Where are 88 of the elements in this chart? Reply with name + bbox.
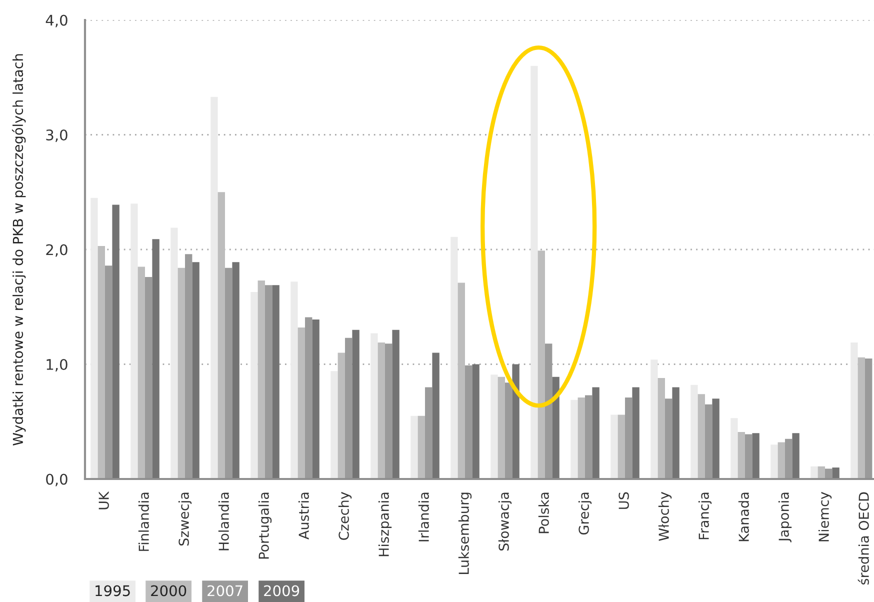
- bar: [770, 444, 778, 479]
- bar: [392, 330, 400, 479]
- x-tick-label: Polska: [538, 492, 549, 534]
- bar: [98, 246, 105, 479]
- x-tick-label: Hiszpania: [378, 492, 392, 556]
- bar: [672, 387, 680, 479]
- y-tick-label: 4,0: [46, 14, 68, 28]
- bar: [552, 376, 560, 479]
- bar: [330, 371, 338, 479]
- bar: [792, 433, 800, 479]
- x-tick-label: średnia OECD: [858, 492, 869, 585]
- x-tick-label: Luksemburg: [458, 492, 472, 574]
- x-tick-label: Szwecja: [178, 492, 192, 546]
- x-tick-label: Holandia: [218, 492, 229, 550]
- x-tick-label: Irlandia: [418, 492, 429, 542]
- bar: [730, 418, 738, 479]
- bar: [632, 387, 640, 479]
- bar: [858, 357, 865, 479]
- bar: [232, 262, 240, 479]
- bar: [290, 282, 298, 479]
- bar: [432, 352, 440, 479]
- y-tick-label: 0,0: [46, 474, 68, 486]
- bar: [152, 239, 160, 479]
- bar: [810, 466, 818, 479]
- x-tick-label: Finlandia: [138, 492, 149, 551]
- x-tick-label: Kanada: [738, 492, 749, 542]
- bar: [352, 330, 360, 479]
- x-tick-label: Portugalia: [258, 492, 272, 559]
- bar: [370, 333, 378, 479]
- bar: [592, 387, 600, 479]
- bar: [698, 394, 705, 479]
- bar: [778, 442, 785, 479]
- bar: [112, 204, 120, 479]
- bar: [752, 433, 760, 479]
- x-tick-label: Niemcy: [818, 492, 832, 542]
- bar: [832, 468, 840, 479]
- bar: [258, 280, 265, 479]
- bar: [210, 96, 218, 479]
- bar: [578, 398, 585, 479]
- bar: [90, 198, 98, 479]
- bar: [298, 328, 305, 479]
- x-tick-label: US: [618, 492, 629, 509]
- x-tick-label: Słowacja: [498, 492, 512, 551]
- bar: [472, 364, 480, 479]
- x-tick-label: Czechy: [338, 492, 352, 540]
- bar: [530, 66, 538, 479]
- bar: [712, 398, 720, 479]
- x-tick-label: UK: [98, 491, 109, 510]
- bar: [570, 400, 578, 479]
- x-tick-label: Francja: [698, 492, 712, 540]
- bar: [650, 360, 658, 479]
- y-tick-label: 1,0: [46, 358, 68, 372]
- y-tick-label: 2,0: [46, 244, 68, 257]
- bar: [450, 236, 458, 479]
- bar: [312, 319, 320, 479]
- bar: [618, 414, 625, 479]
- y-tick-label: 3,0: [46, 129, 68, 142]
- bar: [218, 192, 225, 479]
- x-tick-label: Japonia: [778, 492, 792, 542]
- text: 2007: [208, 585, 242, 596]
- bar: [458, 282, 465, 479]
- bar: [512, 364, 520, 479]
- bar: [410, 416, 418, 479]
- bar: [490, 374, 498, 479]
- bar: [178, 268, 185, 479]
- x-tick-label: Włochy: [658, 492, 672, 541]
- x-tick-label: Austria: [298, 492, 309, 540]
- bar: [610, 414, 618, 479]
- bar: [738, 432, 745, 479]
- bar: [170, 228, 178, 479]
- x-tick-label: Grecja: [578, 492, 592, 535]
- bar: [690, 384, 698, 479]
- bar: [418, 416, 425, 479]
- bar: [192, 262, 200, 479]
- bar: [378, 342, 385, 479]
- bar: [272, 285, 280, 479]
- bar: [130, 204, 138, 479]
- text: 2009: [264, 585, 300, 596]
- bar: [658, 378, 665, 479]
- bar: [338, 352, 345, 479]
- bar: [538, 250, 545, 479]
- bar: [250, 292, 258, 479]
- text: 2000: [151, 585, 186, 596]
- text: 1995: [96, 585, 130, 596]
- bar: [498, 376, 505, 479]
- y-axis-title: Wydatki rentowe w relacji do PKB w poszczególych latach: [12, 54, 26, 446]
- bar: [850, 342, 858, 479]
- bar: [138, 266, 145, 479]
